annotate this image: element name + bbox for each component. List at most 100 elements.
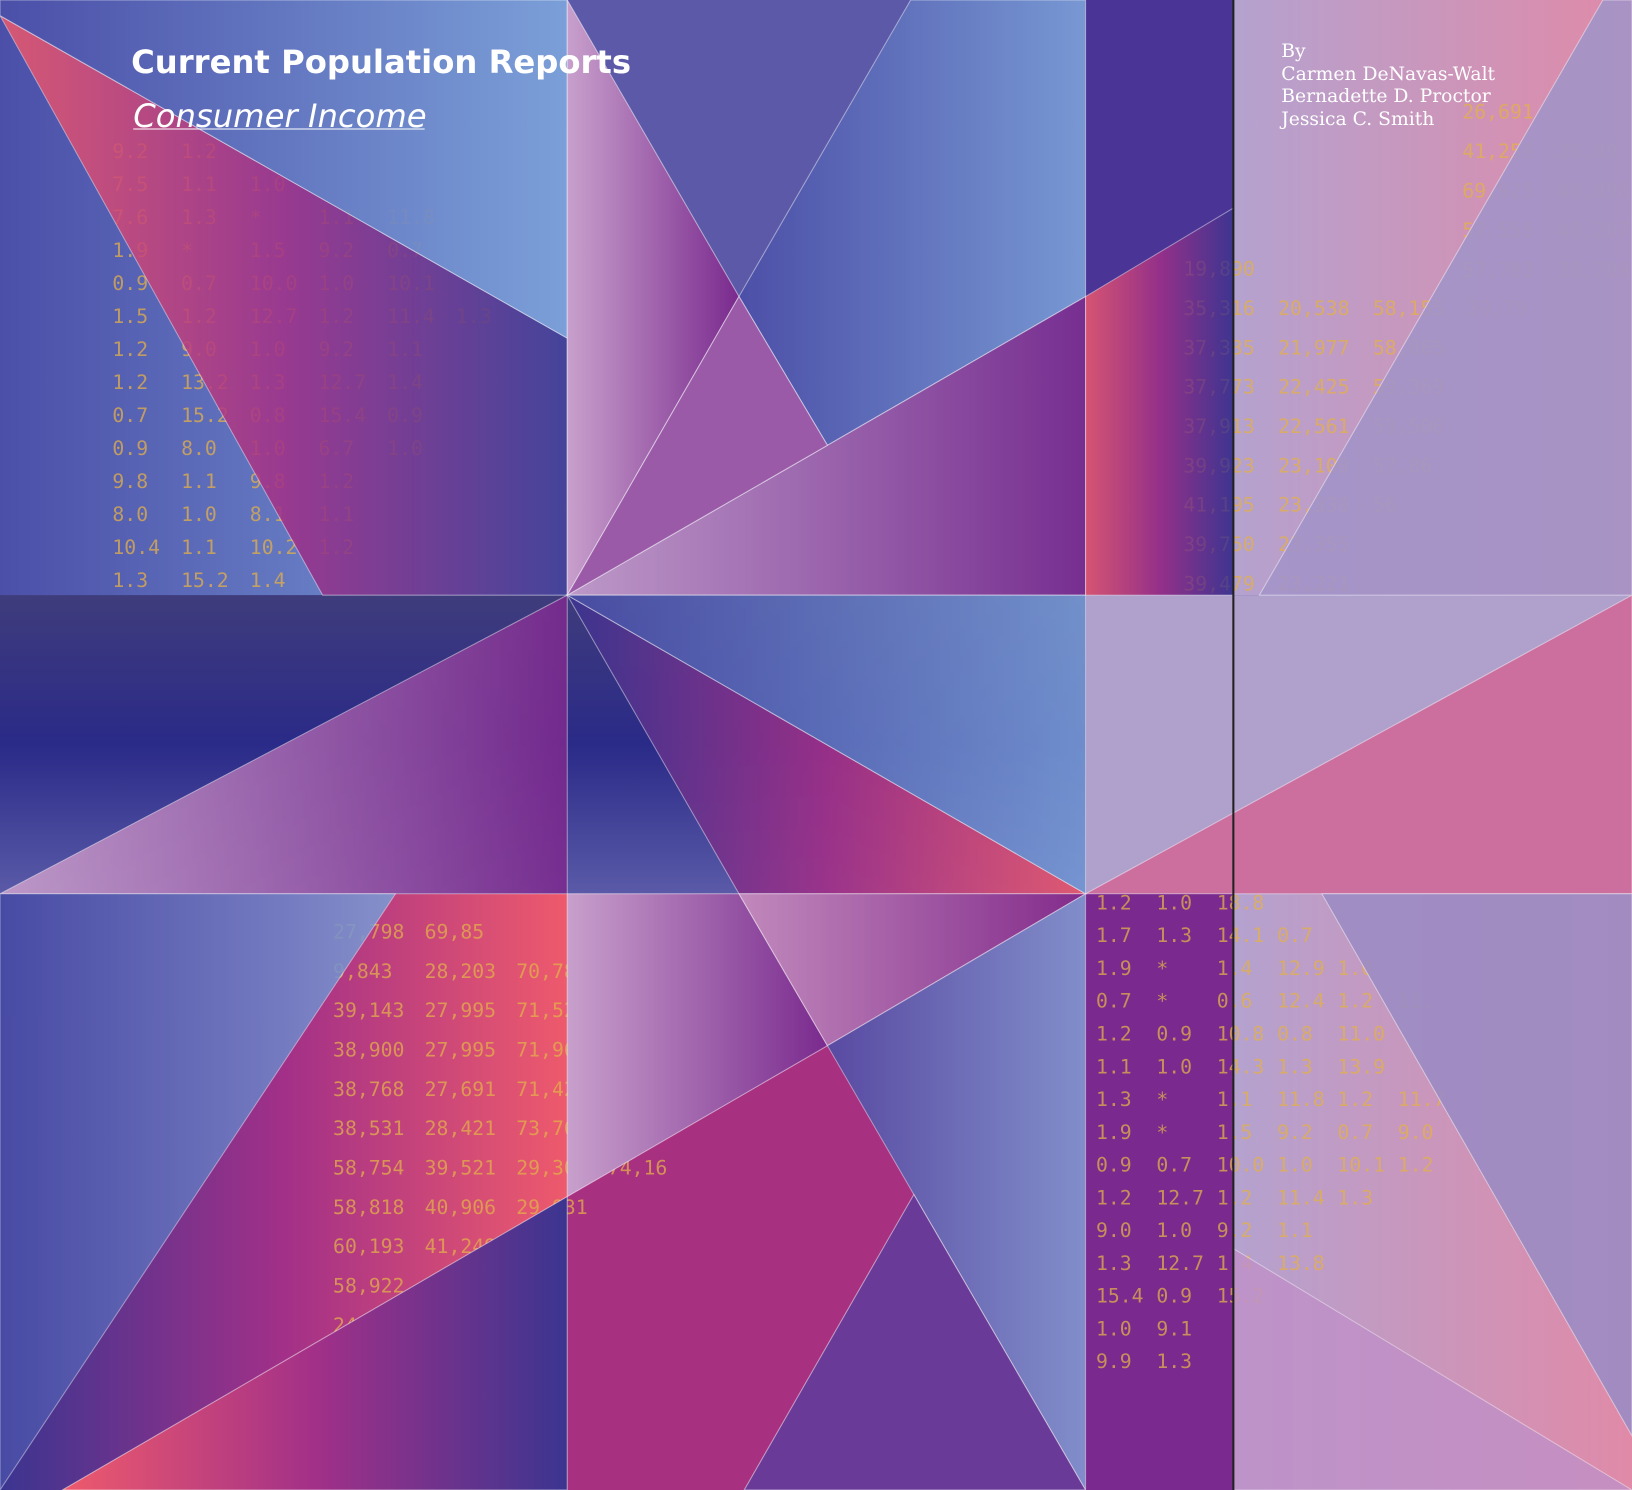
table-figure: 10.4 bbox=[112, 536, 160, 559]
table-figure: 27,691 bbox=[425, 1078, 496, 1101]
table-figure: 13.8 bbox=[1277, 1252, 1325, 1275]
table-figure: 20,538 bbox=[1278, 297, 1349, 320]
table-figure: 12.7 bbox=[1156, 1186, 1204, 1209]
table-figure: 1.0 bbox=[1156, 1219, 1192, 1242]
table-figure: * bbox=[1156, 1088, 1168, 1111]
table-figure: 1.4 bbox=[250, 569, 286, 592]
table-figure: 12.9 bbox=[1277, 957, 1325, 980]
table-figure: 28,203 bbox=[425, 960, 496, 983]
table-figure: 15.2 bbox=[181, 569, 229, 592]
table-figure: 1.2 bbox=[112, 371, 148, 394]
table-figure: 1.3 bbox=[1277, 1055, 1313, 1078]
cover: 9.21.27.51.11.07.61.3*1.111.81.9*1.59.20… bbox=[0, 0, 1632, 1490]
table-figure: 14.3 bbox=[1217, 1055, 1265, 1078]
table-figure: 1.0 bbox=[181, 503, 217, 526]
table-figure: 1.3 bbox=[1096, 1088, 1132, 1111]
table-figure: 1.2 bbox=[1217, 1186, 1253, 1209]
table-figure: 1.1 bbox=[181, 536, 217, 559]
table-figure: 1.3 bbox=[112, 569, 148, 592]
table-figure: 0.8 bbox=[1277, 1023, 1313, 1046]
table-figure: 38,768 bbox=[333, 1078, 404, 1101]
table-figure: 10.2 bbox=[250, 536, 298, 559]
table-figure: 10.0 bbox=[1217, 1154, 1265, 1177]
table-figure: 38,900 bbox=[333, 1039, 404, 1062]
table-figure: 14.1 bbox=[1217, 924, 1265, 947]
table-figure: 58,818 bbox=[333, 1196, 404, 1219]
table-figure: 1.1 bbox=[181, 470, 217, 493]
table-figure: 1.1 bbox=[1096, 1055, 1132, 1078]
table-figure: 1.5 bbox=[112, 305, 148, 328]
table-figure: 1.4 bbox=[1217, 957, 1253, 980]
table-figure: 28,421 bbox=[425, 1117, 496, 1140]
table-figure: 8.0 bbox=[181, 437, 217, 460]
table-figure: 1.0 bbox=[1156, 891, 1192, 914]
table-figure: 10.1 bbox=[1337, 1154, 1385, 1177]
table-figure: 9.2 bbox=[1277, 1121, 1313, 1144]
table-figure: 1.9 bbox=[1096, 957, 1132, 980]
table-figure: 15.4 bbox=[1096, 1285, 1144, 1308]
table-figure: 1.5 bbox=[1217, 1121, 1253, 1144]
table-figure: 9.8 bbox=[112, 470, 148, 493]
table-figure: 60,193 bbox=[333, 1235, 404, 1258]
table-figure: 0.9 bbox=[112, 437, 148, 460]
table-figure: 1.3 bbox=[1096, 1252, 1132, 1275]
table-figure: 0.7 bbox=[1337, 1121, 1373, 1144]
table-figure: 12.4 bbox=[1277, 990, 1325, 1013]
table-figure: 58,922 bbox=[333, 1275, 404, 1298]
table-figure: * bbox=[1156, 957, 1168, 980]
table-figure: * bbox=[1156, 990, 1168, 1013]
table-figure: 1.1 bbox=[1217, 1088, 1253, 1111]
table-figure: 1.0 bbox=[1277, 1154, 1313, 1177]
table-figure: 0.7 bbox=[1156, 1154, 1192, 1177]
table-figure: 1.3 bbox=[1156, 1350, 1192, 1373]
table-figure: 9.0 bbox=[1398, 1121, 1434, 1144]
table-figure: 0.7 bbox=[1096, 990, 1132, 1013]
table-figure: 21,977 bbox=[1278, 336, 1349, 359]
table-figure: 1.0 bbox=[1096, 1317, 1132, 1340]
table-figure: 11.4 bbox=[1277, 1186, 1325, 1209]
table-figure: 1.2 bbox=[1096, 1186, 1132, 1209]
table-figure: * bbox=[1156, 1121, 1168, 1144]
table-figure: 1.9 bbox=[1096, 1121, 1132, 1144]
table-figure: 9.9 bbox=[1096, 1350, 1132, 1373]
author: Bernadette D. Proctor bbox=[1281, 86, 1490, 107]
table-figure: 1.1 bbox=[1277, 1219, 1313, 1242]
table-figure: 0.9 bbox=[1096, 1154, 1132, 1177]
table-figure: 11.0 bbox=[1337, 1023, 1385, 1046]
table-figure: 69,85 bbox=[425, 921, 485, 944]
table-figure: 38,531 bbox=[333, 1117, 404, 1140]
table-figure: 1.2 bbox=[1096, 1023, 1132, 1046]
table-figure: 1.2 bbox=[112, 338, 148, 361]
table-figure: 40,906 bbox=[425, 1196, 496, 1219]
table-figure: 1.0 bbox=[1156, 1055, 1192, 1078]
table-figure: 1.2 bbox=[1398, 1154, 1434, 1177]
table-figure: 13.9 bbox=[1337, 1055, 1385, 1078]
table-figure: 0.9 bbox=[112, 272, 148, 295]
table-figure: 0.9 bbox=[1156, 1023, 1192, 1046]
table-figure: 27,995 bbox=[425, 999, 496, 1022]
table-figure: 0.9 bbox=[1156, 1285, 1192, 1308]
table-figure: 9.1 bbox=[1156, 1317, 1192, 1340]
table-figure: 1.2 bbox=[1337, 990, 1373, 1013]
table-figure: 11.8 bbox=[1277, 1088, 1325, 1111]
table-figure: 22,561 bbox=[1278, 415, 1349, 438]
table-figure: 0.6 bbox=[1217, 990, 1253, 1013]
table-figure: 0.7 bbox=[1277, 924, 1313, 947]
table-figure: 1.7 bbox=[1096, 924, 1132, 947]
table-figure: 22,425 bbox=[1278, 376, 1349, 399]
table-figure: 27,995 bbox=[425, 1039, 496, 1062]
author: Carmen DeNavas-Walt bbox=[1281, 64, 1495, 85]
author: Jessica C. Smith bbox=[1279, 109, 1434, 130]
table-figure: 9.0 bbox=[1096, 1219, 1132, 1242]
table-figure: 1.2 bbox=[1337, 1088, 1373, 1111]
table-figure: 39,521 bbox=[425, 1157, 496, 1180]
table-figure: 39,143 bbox=[333, 999, 404, 1022]
table-figure: 58,754 bbox=[333, 1157, 404, 1180]
page: 9.21.27.51.11.07.61.3*1.111.81.9*1.59.20… bbox=[0, 0, 1632, 1490]
table-figure: 12.7 bbox=[1156, 1252, 1204, 1275]
table-figure: 0.7 bbox=[112, 404, 148, 427]
table-figure: 18.8 bbox=[1217, 891, 1265, 914]
table-figure: 1.2 bbox=[1096, 891, 1132, 914]
table-figure: 10.8 bbox=[1217, 1023, 1265, 1046]
report-series: Current Population Reports bbox=[131, 43, 631, 81]
